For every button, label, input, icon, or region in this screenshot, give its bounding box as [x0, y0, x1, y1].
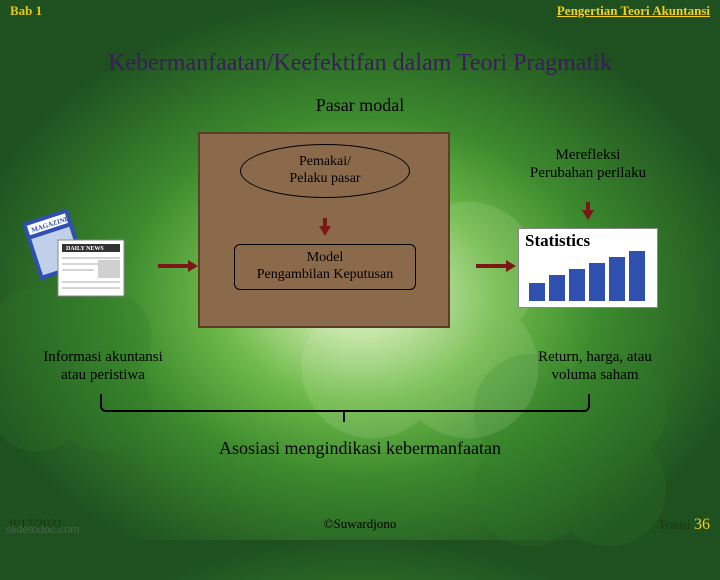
- slide-subtitle: Pasar modal: [0, 95, 720, 116]
- statistics-chart: Statistics: [518, 228, 658, 308]
- return-label: Return, harga, atau voluma saham: [510, 348, 680, 384]
- transi-number: 36: [694, 516, 710, 533]
- svg-text:DAILY NEWS: DAILY NEWS: [66, 246, 104, 252]
- reflex-label: Merefleksi Perubahan perilaku: [508, 146, 668, 182]
- arrow-down-icon: [582, 210, 594, 220]
- arrow-right-icon: [188, 260, 198, 272]
- slide-header: Bab 1 Pengertian Teori Akuntansi: [0, 0, 720, 22]
- user-node-line1: Pemakai/: [299, 154, 351, 169]
- user-node-line2: Pelaku pasar: [289, 171, 360, 186]
- topic-label: Pengertian Teori Akuntansi: [557, 3, 710, 19]
- slide-footer: 9/17/2021 ©Suwardjono Transi 36: [0, 516, 720, 534]
- model-node-line2: Pengambilan Keputusan: [257, 267, 393, 282]
- news-image: MAGAZINE DAILY NEWS: [24, 208, 132, 304]
- association-label: Asosiasi mengindikasi kebermanfaatan: [0, 438, 720, 459]
- footer-author: ©Suwardjono: [324, 516, 397, 532]
- info-line1: Informasi akuntansi: [43, 349, 163, 365]
- user-node: Pemakai/ Pelaku pasar: [240, 144, 410, 198]
- arrow-right-icon: [506, 260, 516, 272]
- stats-title: Statistics: [519, 229, 657, 253]
- bracket-icon: [100, 394, 590, 412]
- return-line2: voluma saham: [551, 367, 638, 383]
- info-line2: atau peristiwa: [61, 367, 145, 383]
- bracket-stem: [343, 412, 345, 422]
- chapter-label: Bab 1: [10, 3, 42, 19]
- info-label: Informasi akuntansi atau peristiwa: [18, 348, 188, 384]
- model-node-line1: Model: [307, 250, 344, 265]
- watermark: slidetodoc.com: [6, 524, 79, 536]
- return-line1: Return, harga, atau: [538, 349, 652, 365]
- reflex-line2: Perubahan perilaku: [530, 165, 646, 181]
- diagram-area: Pemakai/ Pelaku pasar Model Pengambilan …: [0, 124, 720, 404]
- model-node: Model Pengambilan Keputusan: [234, 244, 416, 290]
- transi-label: Transi: [658, 517, 691, 532]
- reflex-line1: Merefleksi: [556, 147, 621, 163]
- slide-title: Kebermanfaatan/Keefektifan dalam Teori P…: [0, 50, 720, 77]
- arrow-down-icon: [319, 226, 331, 236]
- footer-page: Transi 36: [658, 516, 710, 534]
